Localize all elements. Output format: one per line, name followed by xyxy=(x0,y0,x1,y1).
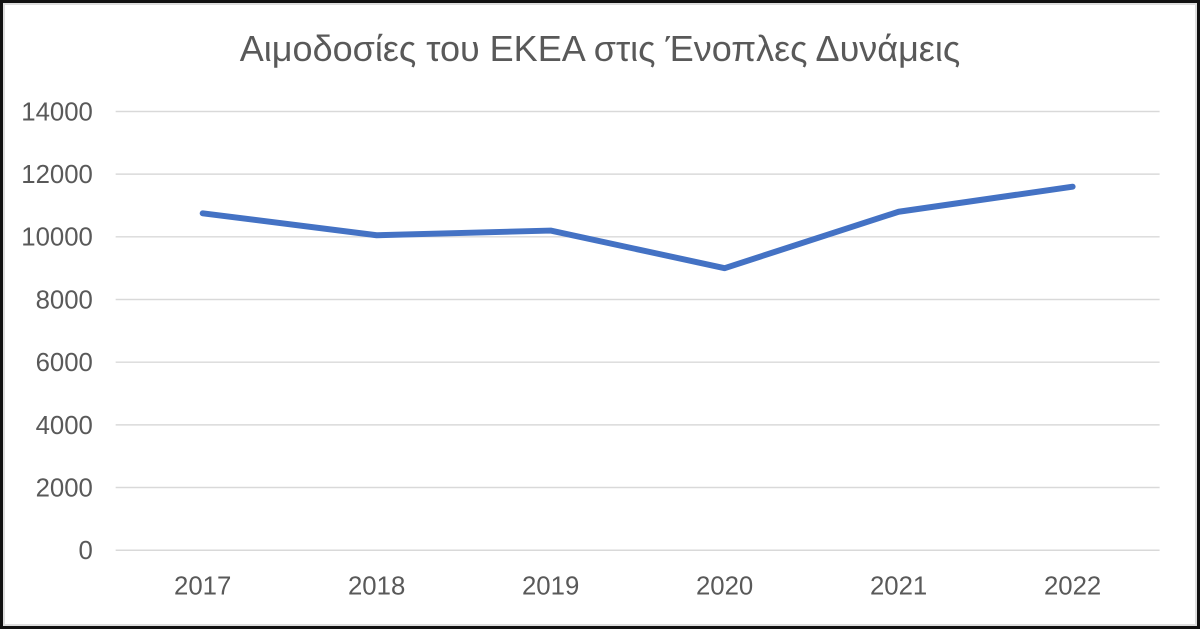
x-axis-labels: 2017 2018 2019 2020 2021 2022 xyxy=(174,572,1101,600)
y-tick-label: 8000 xyxy=(36,286,93,314)
x-tick-label: 2019 xyxy=(522,572,579,600)
x-tick-label: 2018 xyxy=(348,572,405,600)
y-tick-label: 10000 xyxy=(21,224,93,252)
y-axis-labels: 0 2000 4000 6000 8000 10000 12000 14000 xyxy=(21,98,93,565)
gridlines xyxy=(115,110,1160,551)
y-tick-label: 0 xyxy=(79,537,93,565)
x-tick-label: 2021 xyxy=(870,572,927,600)
y-tick-label: 2000 xyxy=(36,474,93,502)
x-tick-label: 2022 xyxy=(1044,572,1101,600)
chart-title: Αιμοδοσίες του ΕΚΕΑ στις Ένοπλες Δυνάμει… xyxy=(239,28,961,69)
x-tick-label: 2017 xyxy=(174,572,231,600)
x-tick-label: 2020 xyxy=(696,572,753,600)
y-tick-label: 12000 xyxy=(21,161,93,189)
y-tick-label: 14000 xyxy=(21,98,93,126)
data-line-series xyxy=(199,183,1076,272)
y-tick-label: 4000 xyxy=(36,412,93,440)
y-tick-label: 6000 xyxy=(36,349,93,377)
